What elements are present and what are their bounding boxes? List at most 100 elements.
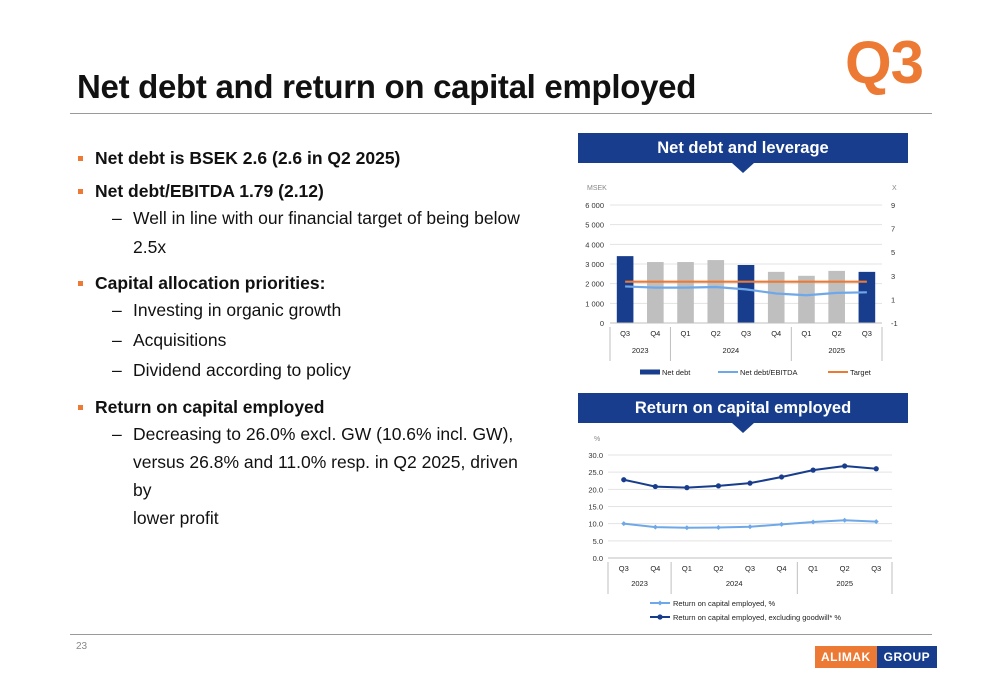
roce-chart: % 0.0 5.0 10.0 15.0 20.0 25.0 30.0 Q3 Q4 Q1 Q2 Q3 Q4 Q… bbox=[588, 436, 893, 622]
legend-marker bbox=[657, 614, 663, 620]
sub-bullet: – Dividend according to policy bbox=[76, 356, 536, 385]
banner-text: Net debt and leverage bbox=[657, 139, 829, 157]
x-tick-label: Q3 bbox=[862, 329, 872, 338]
y2-tick-label: 9 bbox=[891, 201, 895, 210]
x-tick-label: Q3 bbox=[741, 329, 751, 338]
legend-label: Target bbox=[850, 368, 872, 377]
data-point bbox=[873, 519, 879, 525]
x-tick-label: Q2 bbox=[832, 329, 842, 338]
net-debt-chart: MSEK X 0 1 000 2 000 3 000 4 000 5 000 6 000 -1 1 3… bbox=[585, 185, 898, 377]
net-debt-bar bbox=[798, 275, 815, 323]
page-title: Net debt and return on capital employed bbox=[77, 68, 697, 105]
footer-divider bbox=[70, 634, 932, 635]
logo-part-2: GROUP bbox=[876, 646, 938, 668]
data-point bbox=[842, 463, 848, 469]
net-debt-bar bbox=[828, 270, 845, 323]
bullet-list: Net debt is BSEK 2.6 (2.6 in Q2 2025) Ne… bbox=[76, 146, 536, 532]
y-tick-label: 20.0 bbox=[588, 485, 603, 494]
y-tick-label: 2 000 bbox=[585, 280, 604, 289]
bullet-square-icon bbox=[78, 156, 83, 161]
data-point bbox=[779, 521, 785, 527]
sub-bullet-text: Decreasing to 26.0% excl. GW (10.6% incl… bbox=[133, 424, 514, 444]
y-tick-label: 1 000 bbox=[585, 299, 604, 308]
banner-pointer-icon bbox=[732, 163, 754, 173]
sub-bullet: – Decreasing to 26.0% excl. GW (10.6% in… bbox=[76, 420, 536, 532]
bullet-text: Capital allocation priorities: bbox=[95, 273, 326, 293]
bullet-square-icon bbox=[78, 405, 83, 410]
sub-bullet-text: Well in line with our financial target o… bbox=[133, 208, 520, 257]
legend-label: Net debt/EBITDA bbox=[740, 368, 798, 377]
company-logo: ALIMAK GROUP bbox=[815, 646, 938, 668]
sub-bullet: – Acquisitions bbox=[76, 326, 536, 355]
y2-tick-label: -1 bbox=[891, 319, 898, 328]
data-point bbox=[810, 519, 816, 525]
x-tick-label: Q4 bbox=[650, 564, 660, 573]
x-tick-label: Q4 bbox=[777, 564, 787, 573]
x-tick-label: Q3 bbox=[619, 564, 629, 573]
logo-part-1: ALIMAK bbox=[815, 646, 877, 668]
roce-chart-banner: Return on capital employed bbox=[578, 393, 908, 433]
data-point bbox=[684, 485, 690, 491]
sub-bullet-text: Investing in organic growth bbox=[133, 300, 342, 320]
sub-bullet-text: Dividend according to policy bbox=[133, 360, 351, 380]
legend-marker bbox=[657, 600, 663, 606]
data-point bbox=[810, 467, 816, 473]
y-tick-label: 5 000 bbox=[585, 221, 604, 230]
x-tick-label: Q4 bbox=[771, 329, 781, 338]
y-tick-label: 25.0 bbox=[588, 468, 603, 477]
legend-label: Return on capital employed, % bbox=[673, 599, 775, 608]
x-tick-label: Q1 bbox=[682, 564, 692, 573]
data-point bbox=[621, 521, 627, 527]
x-tick-label: Q1 bbox=[801, 329, 811, 338]
y2-tick-label: 7 bbox=[891, 225, 895, 234]
year-label: 2024 bbox=[726, 579, 743, 588]
data-point bbox=[621, 477, 627, 483]
page-number: 23 bbox=[76, 641, 88, 652]
year-label: 2024 bbox=[723, 346, 740, 355]
dash-icon: – bbox=[112, 208, 122, 228]
y-tick-label: 0 bbox=[600, 319, 604, 328]
y-tick-label: 5.0 bbox=[593, 537, 603, 546]
data-point bbox=[778, 474, 785, 480]
y-axis-unit-label: MSEK bbox=[587, 185, 607, 192]
series-line bbox=[625, 285, 867, 297]
data-point bbox=[747, 524, 753, 530]
debt-chart-banner: Net debt and leverage bbox=[578, 133, 908, 173]
y2-axis-unit-label: X bbox=[892, 185, 897, 192]
dash-icon: – bbox=[112, 424, 122, 444]
year-label: 2023 bbox=[632, 346, 649, 355]
x-tick-label: Q3 bbox=[871, 564, 881, 573]
y-tick-label: 6 000 bbox=[585, 201, 604, 210]
dash-icon: – bbox=[112, 330, 122, 350]
net-debt-bar bbox=[647, 262, 664, 323]
net-debt-bar bbox=[737, 264, 755, 323]
data-point bbox=[652, 524, 658, 530]
y-tick-label: 30.0 bbox=[588, 451, 603, 460]
data-point bbox=[684, 525, 690, 531]
banner-pointer-icon bbox=[732, 423, 754, 433]
banner-text: Return on capital employed bbox=[634, 399, 852, 417]
sub-bullet-text: Acquisitions bbox=[133, 330, 227, 350]
bullet-text: Net debt/EBITDA 1.79 (2.12) bbox=[95, 181, 324, 201]
sub-bullet-text: versus 26.8% and 11.0% resp. in Q2 2025,… bbox=[133, 452, 518, 500]
data-point bbox=[842, 517, 848, 523]
bullet-text: Net debt is BSEK 2.6 (2.6 in Q2 2025) bbox=[95, 148, 401, 168]
sub-bullet-text: lower profit bbox=[133, 508, 219, 528]
x-tick-label: Q2 bbox=[713, 564, 723, 573]
sub-bullet: – Well in line with our financial target… bbox=[76, 204, 536, 262]
net-debt-bar bbox=[616, 256, 634, 323]
x-tick-label: Q1 bbox=[681, 329, 691, 338]
data-point bbox=[747, 480, 753, 486]
y-tick-label: 3 000 bbox=[585, 260, 604, 269]
bullet-item: Return on capital employed bbox=[76, 395, 536, 420]
quarter-tag: Q3 bbox=[845, 29, 924, 96]
y2-tick-label: 5 bbox=[891, 248, 895, 257]
net-debt-bar bbox=[767, 271, 785, 323]
y2-tick-label: 3 bbox=[891, 272, 895, 281]
x-tick-label: Q3 bbox=[620, 329, 630, 338]
x-tick-label: Q3 bbox=[745, 564, 755, 573]
y-tick-label: 10.0 bbox=[588, 520, 603, 529]
data-point bbox=[873, 466, 879, 472]
data-point bbox=[652, 483, 658, 490]
x-tick-label: Q1 bbox=[808, 564, 818, 573]
